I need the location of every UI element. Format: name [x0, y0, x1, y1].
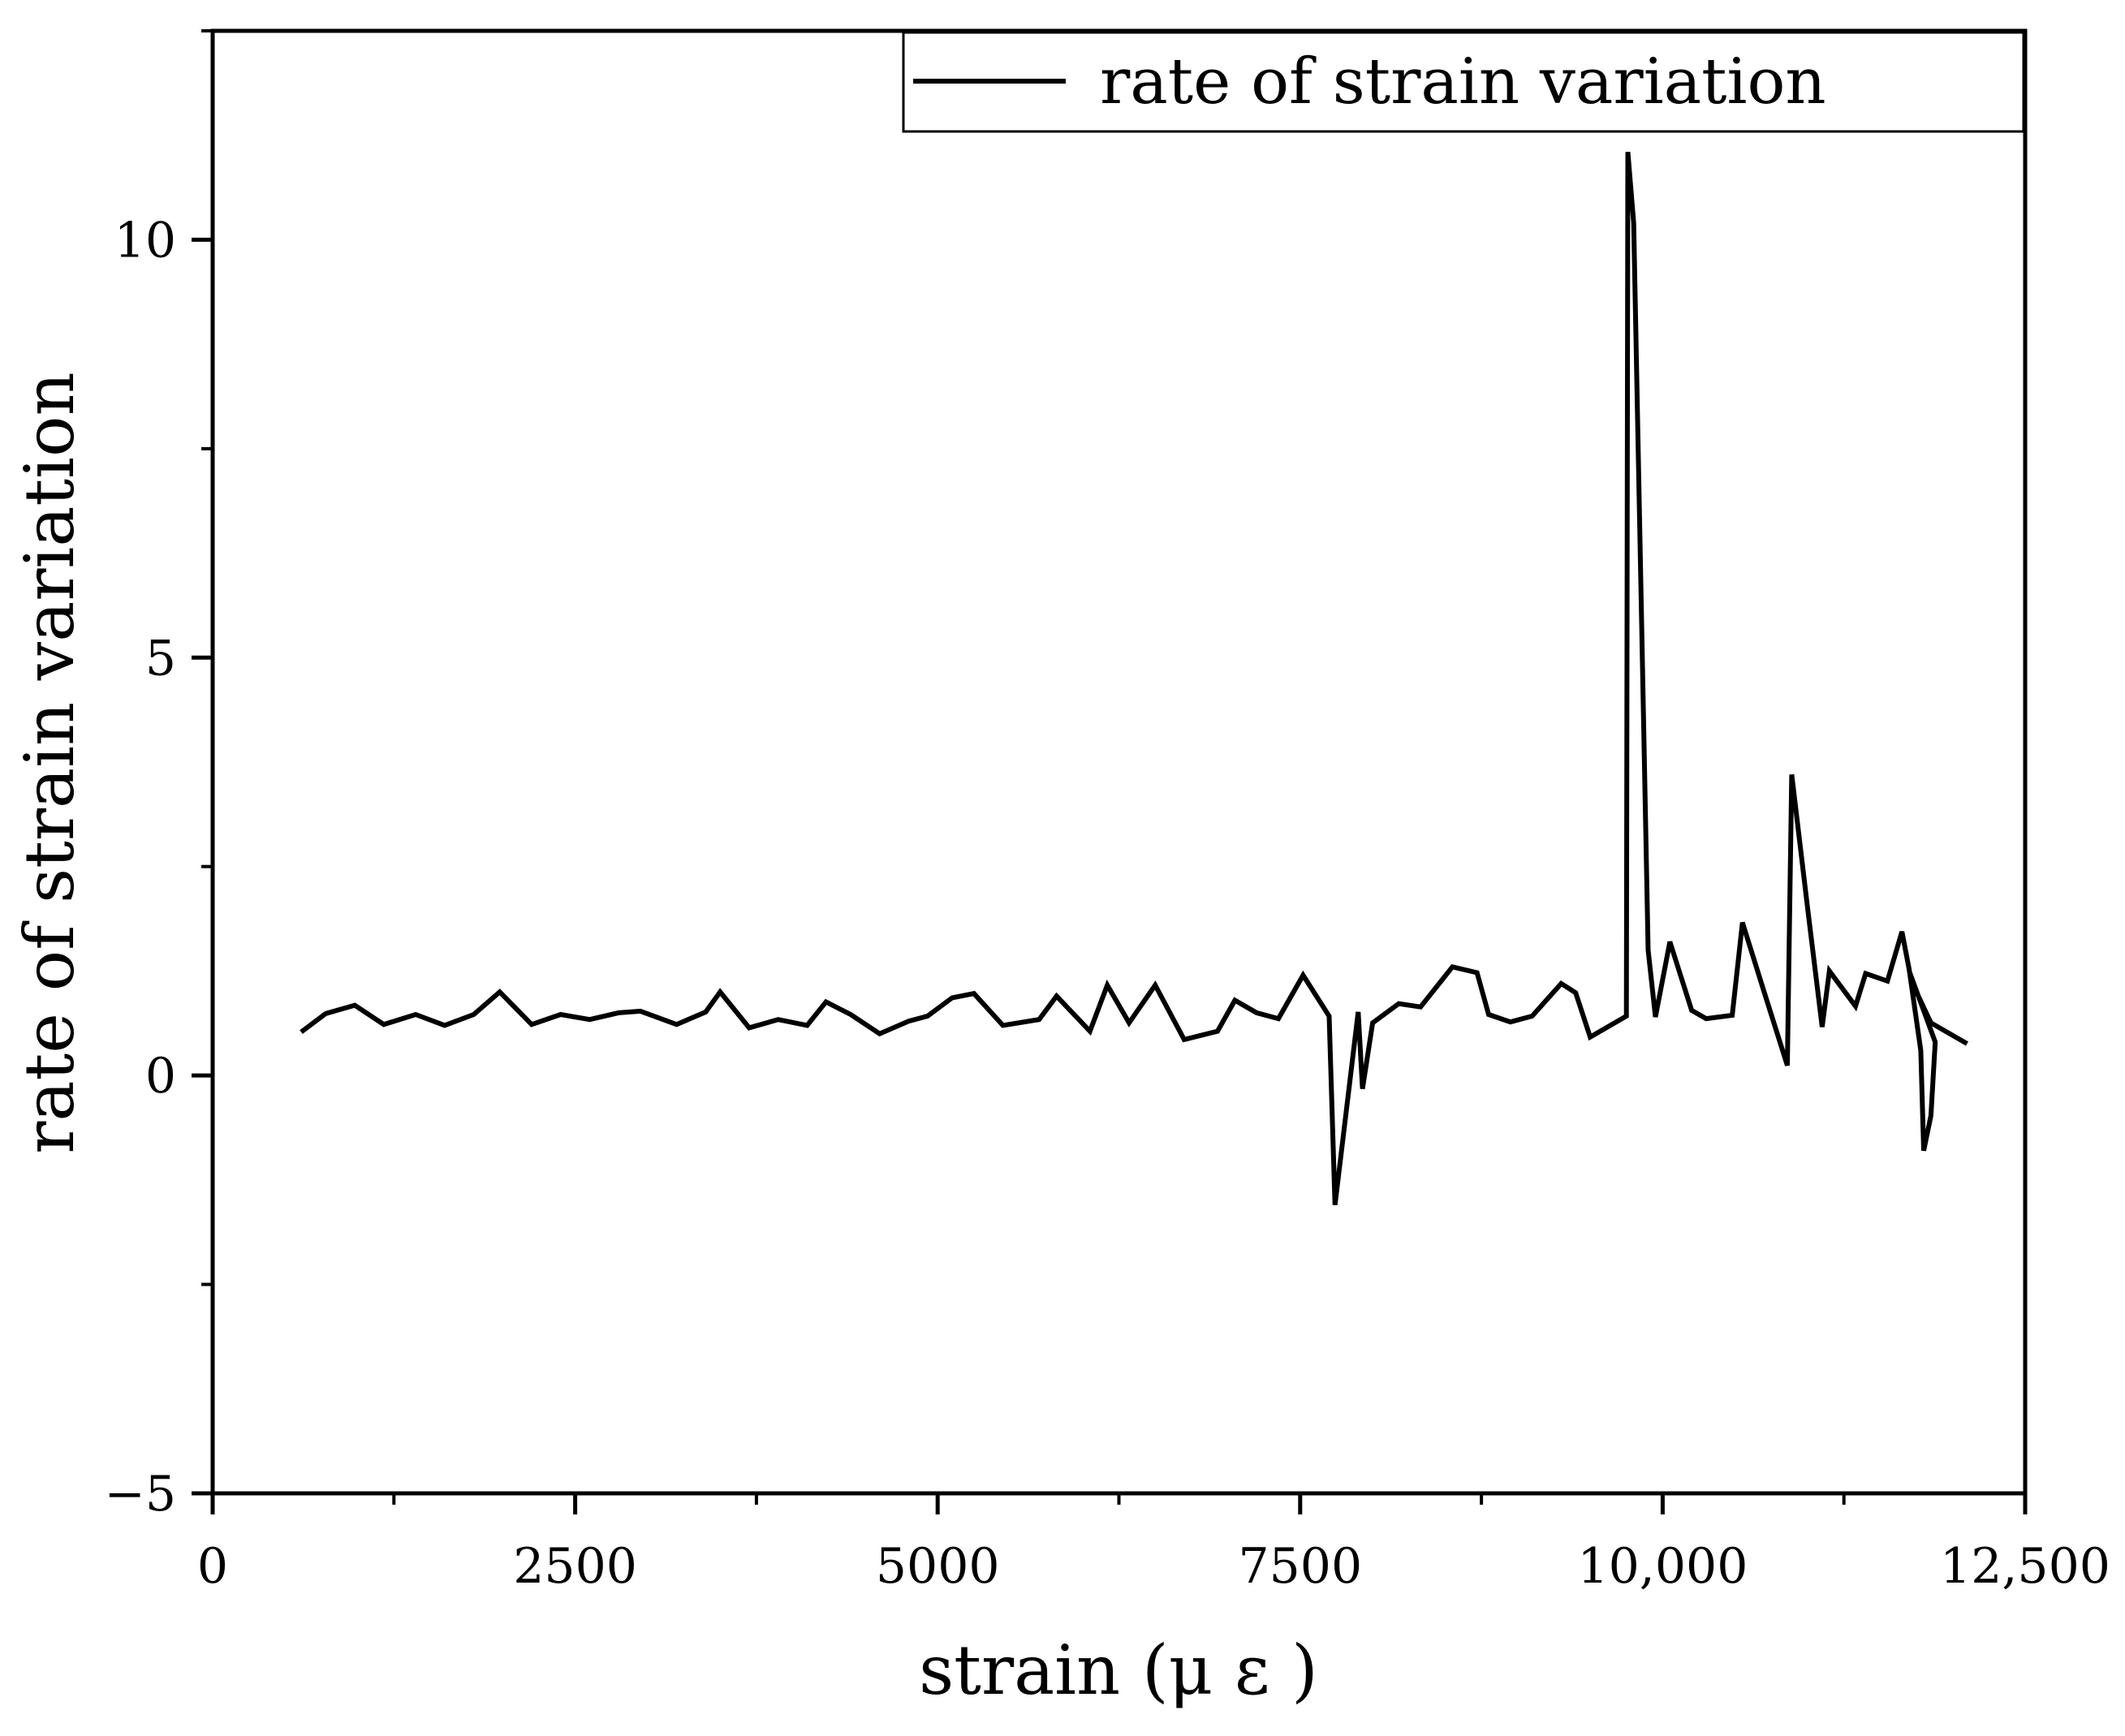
x-tick-label: 0 — [197, 1538, 228, 1595]
legend: rate of strain variation — [902, 31, 2025, 133]
y-tick-label: 0 — [145, 1048, 176, 1105]
legend-label: rate of strain variation — [1100, 45, 1826, 118]
series-layer — [300, 152, 1968, 1206]
y-tick-label: 10 — [114, 212, 176, 269]
x-axis-title: strain (μ ε ) — [919, 1630, 1318, 1710]
x-tick-label: 2500 — [513, 1538, 637, 1595]
y-tick-label: −5 — [105, 1466, 176, 1523]
x-tick-label: 12,500 — [1940, 1538, 2110, 1595]
x-tick-label: 5000 — [876, 1538, 1000, 1595]
y-axis-title: rate of strain variation — [10, 372, 89, 1153]
x-axis: 0 2500 5000 7500 10,000 12,500 — [197, 1493, 2110, 1595]
x-tick-label: 7500 — [1238, 1538, 1362, 1595]
legend-box — [902, 31, 2025, 133]
y-axis: −5 0 5 10 — [105, 29, 213, 1523]
y-tick-label: 5 — [145, 630, 176, 687]
series-line — [300, 152, 1968, 1206]
x-tick-label: 10,000 — [1577, 1538, 1748, 1595]
